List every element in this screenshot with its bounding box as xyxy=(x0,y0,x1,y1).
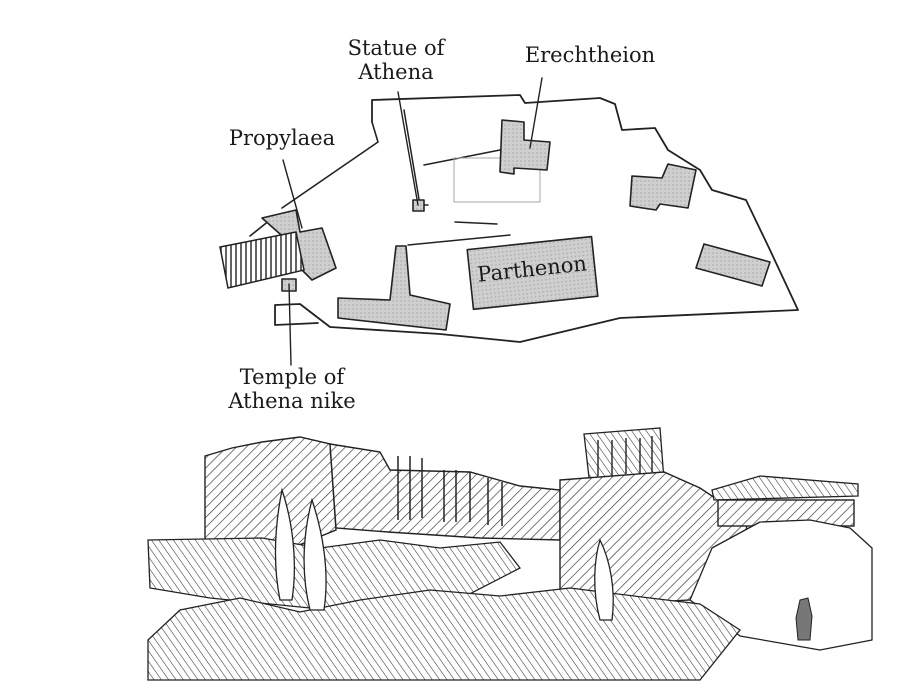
bottom-rocks xyxy=(147,587,741,681)
south-stoa xyxy=(337,245,451,331)
propylaea-label: Propylaea xyxy=(228,126,336,150)
inner-wall-3 xyxy=(407,221,511,246)
right-rock xyxy=(689,519,873,651)
tower-columns xyxy=(597,436,653,476)
standing-figure xyxy=(795,597,813,641)
erechtheion-label: Erechtheion xyxy=(524,43,656,67)
statue-label-line2: Athena xyxy=(358,60,434,84)
cypress-1 xyxy=(274,487,296,601)
leader-propylaea xyxy=(282,159,303,229)
temple-label-line1: Temple of xyxy=(239,365,345,389)
propylaea-stairs xyxy=(219,231,305,289)
leader-statue xyxy=(397,91,419,206)
propylaea-columns xyxy=(397,456,503,526)
sanctuary-building xyxy=(629,163,697,211)
statue-of-athena-label: Statue of Athena xyxy=(338,36,454,84)
site-plan xyxy=(219,77,799,366)
leader-temple xyxy=(288,283,292,366)
temple-label-line2: Athena nike xyxy=(228,389,356,413)
distant-parthenon-roof xyxy=(711,475,859,501)
statue-label-line1: Statue of xyxy=(347,36,445,60)
erechtheion-building xyxy=(499,119,551,175)
old-temple-foundation xyxy=(453,157,541,203)
leader-erechtheion xyxy=(529,77,543,149)
cypress-2 xyxy=(303,497,327,611)
cypress-3 xyxy=(594,538,614,621)
statue-of-athena-base xyxy=(412,199,425,212)
east-building xyxy=(695,243,771,287)
acropolis-wall-outline xyxy=(274,94,799,343)
temple-of-athena-nike-label: Temple of Athena nike xyxy=(220,365,364,413)
parthenon-building xyxy=(466,235,599,311)
perspective-sketch xyxy=(147,427,873,681)
propylaea-walls xyxy=(329,443,561,541)
